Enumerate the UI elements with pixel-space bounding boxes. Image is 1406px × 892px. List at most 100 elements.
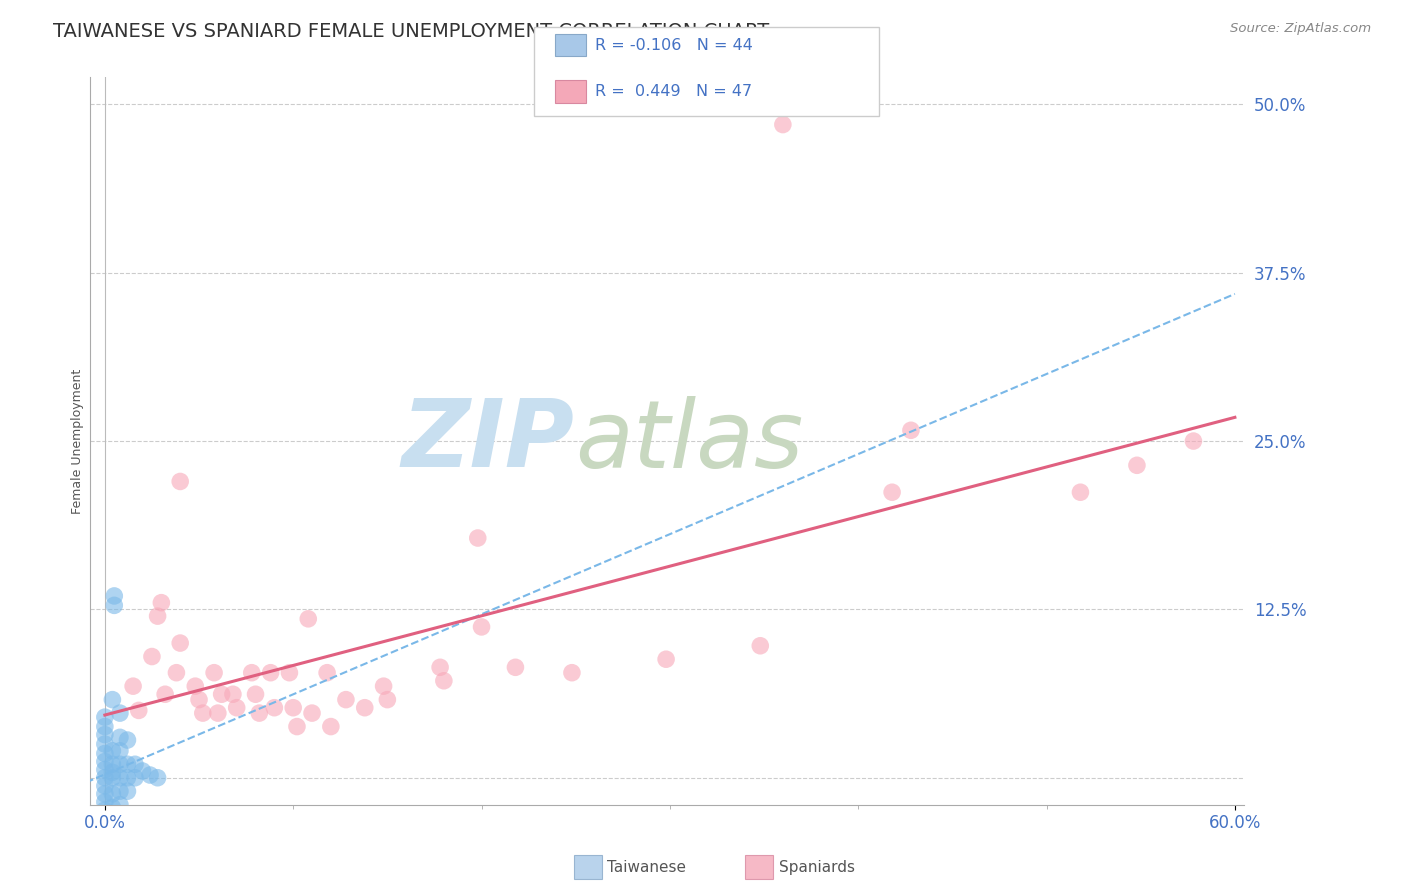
Point bbox=[94, 811, 117, 825]
Point bbox=[285, 720, 308, 734]
Point bbox=[165, 665, 187, 680]
Point bbox=[146, 771, 169, 785]
Point bbox=[94, 851, 117, 865]
Point bbox=[94, 771, 117, 785]
Point bbox=[353, 700, 375, 714]
Point bbox=[108, 797, 131, 812]
Point bbox=[211, 687, 233, 701]
Point bbox=[108, 784, 131, 798]
Point bbox=[247, 706, 270, 720]
Point bbox=[101, 771, 124, 785]
Text: Taiwanese: Taiwanese bbox=[607, 860, 686, 874]
Point bbox=[772, 118, 794, 132]
Point bbox=[101, 692, 124, 706]
Text: atlas: atlas bbox=[575, 395, 803, 486]
Point bbox=[94, 803, 117, 817]
Point bbox=[94, 779, 117, 793]
Point bbox=[301, 706, 323, 720]
Text: Spaniards: Spaniards bbox=[779, 860, 855, 874]
Point bbox=[1182, 434, 1205, 448]
Point bbox=[433, 673, 456, 688]
Point bbox=[124, 757, 146, 772]
Point bbox=[191, 706, 214, 720]
Point bbox=[141, 649, 163, 664]
Point bbox=[128, 703, 150, 717]
Point bbox=[377, 692, 399, 706]
Point bbox=[139, 768, 162, 782]
Point bbox=[94, 843, 117, 857]
Point bbox=[153, 687, 176, 701]
Point bbox=[202, 665, 225, 680]
Point bbox=[101, 800, 124, 814]
Point bbox=[94, 747, 117, 761]
Point bbox=[101, 787, 124, 801]
Point bbox=[335, 692, 357, 706]
Point bbox=[1126, 458, 1149, 473]
Point bbox=[94, 728, 117, 742]
Point bbox=[94, 737, 117, 751]
Point bbox=[316, 665, 339, 680]
Point bbox=[94, 710, 117, 724]
Point bbox=[150, 596, 173, 610]
Point bbox=[188, 692, 211, 706]
Text: Source: ZipAtlas.com: Source: ZipAtlas.com bbox=[1230, 22, 1371, 36]
Point bbox=[101, 744, 124, 758]
Point bbox=[94, 755, 117, 769]
Point bbox=[184, 679, 207, 693]
Point bbox=[222, 687, 245, 701]
Point bbox=[124, 771, 146, 785]
Point bbox=[283, 700, 305, 714]
Point bbox=[467, 531, 489, 545]
Point bbox=[169, 636, 191, 650]
Point bbox=[94, 720, 117, 734]
Point bbox=[240, 665, 263, 680]
Point bbox=[103, 599, 125, 613]
Text: TAIWANESE VS SPANIARD FEMALE UNEMPLOYMENT CORRELATION CHART: TAIWANESE VS SPANIARD FEMALE UNEMPLOYMEN… bbox=[53, 22, 769, 41]
Point bbox=[101, 814, 124, 828]
Point bbox=[101, 765, 124, 780]
Point bbox=[108, 757, 131, 772]
Text: R = -0.106   N = 44: R = -0.106 N = 44 bbox=[595, 38, 752, 53]
Point bbox=[101, 757, 124, 772]
Point bbox=[263, 700, 285, 714]
Point bbox=[259, 665, 281, 680]
Point bbox=[131, 764, 153, 778]
Point bbox=[117, 771, 139, 785]
Point bbox=[117, 757, 139, 772]
Point bbox=[278, 665, 301, 680]
Point bbox=[655, 652, 678, 666]
Point bbox=[94, 795, 117, 809]
Point bbox=[94, 787, 117, 801]
Point bbox=[207, 706, 229, 720]
Point bbox=[245, 687, 267, 701]
Point bbox=[108, 731, 131, 745]
Point bbox=[108, 771, 131, 785]
Point bbox=[146, 609, 169, 624]
Point bbox=[94, 819, 117, 833]
Point bbox=[122, 679, 145, 693]
Y-axis label: Female Unemployment: Female Unemployment bbox=[72, 368, 84, 514]
Point bbox=[108, 706, 131, 720]
Point bbox=[108, 744, 131, 758]
Point bbox=[561, 665, 583, 680]
Point bbox=[94, 763, 117, 777]
Point bbox=[1069, 485, 1091, 500]
Point bbox=[94, 827, 117, 841]
Text: ZIP: ZIP bbox=[402, 395, 575, 487]
Point bbox=[470, 620, 492, 634]
Point bbox=[117, 784, 139, 798]
Point bbox=[900, 423, 922, 437]
Point bbox=[225, 700, 247, 714]
Point bbox=[749, 639, 772, 653]
Point bbox=[373, 679, 395, 693]
Point bbox=[429, 660, 451, 674]
Point bbox=[505, 660, 527, 674]
Point bbox=[103, 589, 125, 603]
Point bbox=[117, 733, 139, 747]
Point bbox=[94, 835, 117, 849]
Point bbox=[880, 485, 903, 500]
Point bbox=[319, 720, 342, 734]
Text: R =  0.449   N = 47: R = 0.449 N = 47 bbox=[595, 85, 752, 99]
Point bbox=[297, 612, 319, 626]
Point bbox=[169, 475, 191, 489]
